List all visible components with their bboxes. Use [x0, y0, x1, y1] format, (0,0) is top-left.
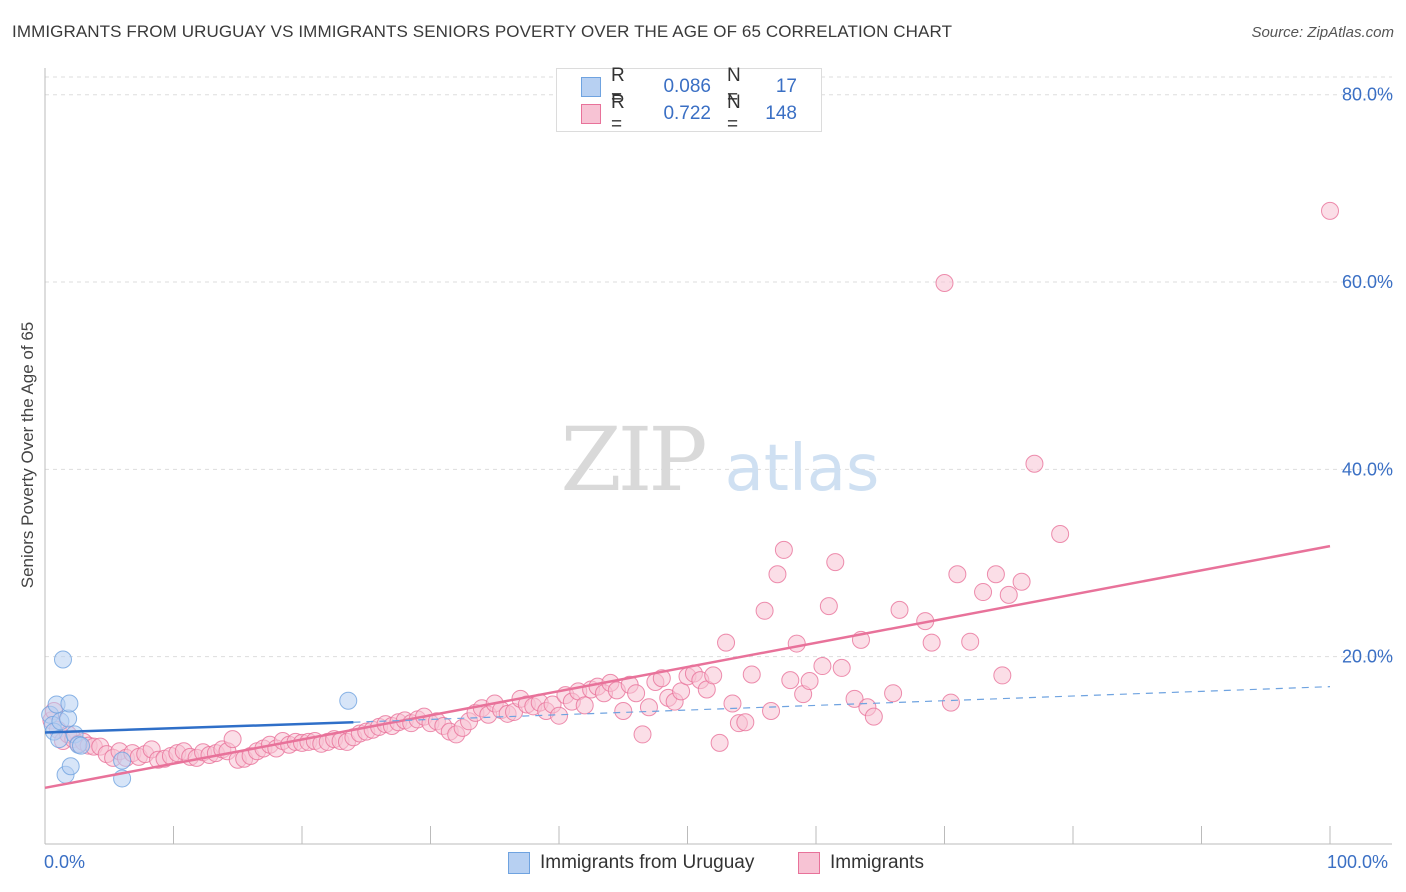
- immigrants-point: [639, 698, 658, 717]
- uruguay-trend-extension: [353, 686, 1331, 723]
- immigrants-point: [633, 725, 652, 744]
- bottom-legend-uruguay: Immigrants from Uruguay: [508, 852, 754, 874]
- legend-row-uruguay: R = 0.086 N = 17: [581, 65, 797, 108]
- immigrants-point: [1025, 454, 1044, 473]
- immigrants-point: [832, 658, 851, 677]
- legend-r-value: 0.086: [663, 76, 711, 97]
- legend-swatch-uruguay: [581, 77, 601, 97]
- immigrants-point: [762, 702, 781, 721]
- trend-lines: [44, 544, 1331, 790]
- uruguay-point: [60, 694, 79, 713]
- immigrants-point: [672, 682, 691, 701]
- watermark-zip: ZIP: [560, 408, 705, 511]
- bottom-legend-immigrants: Immigrants: [798, 852, 924, 874]
- uruguay-point: [53, 650, 72, 669]
- immigrants-point: [723, 694, 742, 713]
- legend-r-value: 0.722: [663, 103, 711, 124]
- legend-n-value: 17: [775, 76, 797, 97]
- immigrants-point: [986, 565, 1005, 584]
- uruguay-point: [339, 691, 358, 710]
- chart-title: IMMIGRANTS FROM URUGUAY VS IMMIGRANTS SE…: [12, 22, 953, 41]
- x-tick-label-min: 0.0%: [44, 852, 86, 872]
- immigrants-point: [774, 540, 793, 559]
- legend-n-label: N =: [727, 92, 741, 135]
- legend-r-label: R =: [611, 92, 625, 135]
- legend-row-immigrants: R = 0.722 N = 148: [581, 92, 797, 135]
- uruguay-trend-line: [44, 720, 354, 734]
- immigrants-point: [864, 707, 883, 726]
- source-label: Source: ZipAtlas.com: [1251, 24, 1394, 41]
- y-tick-label: 60.0%: [1342, 272, 1393, 292]
- immigrants-point: [781, 671, 800, 690]
- immigrants-point: [999, 585, 1018, 604]
- uruguay-point: [59, 709, 78, 728]
- immigrants-point: [223, 730, 242, 749]
- bottom-legend-label-uruguay: Immigrants from Uruguay: [540, 852, 755, 873]
- immigrants-point: [993, 666, 1012, 685]
- immigrants-point: [710, 733, 729, 752]
- immigrants-point: [768, 565, 787, 584]
- uruguay-point: [113, 751, 132, 770]
- immigrants-point: [575, 696, 594, 715]
- immigrants-point: [974, 583, 993, 602]
- immigrants-point: [704, 666, 723, 685]
- immigrants-point: [922, 633, 941, 652]
- immigrants-point: [845, 689, 864, 708]
- bottom-legend-label-immigrants: Immigrants: [830, 852, 924, 873]
- immigrants-point: [1051, 524, 1070, 543]
- immigrants-point: [961, 632, 980, 651]
- grid-lines: [45, 76, 1392, 658]
- immigrants-point: [550, 706, 568, 725]
- immigrants-point: [742, 665, 761, 684]
- immigrants-point: [826, 553, 845, 572]
- immigrants-point: [652, 669, 671, 688]
- bottom-legend-swatch-immigrants: [798, 852, 820, 874]
- immigrants-trend-line: [44, 544, 1331, 790]
- immigrants-point: [800, 672, 819, 691]
- immigrants-point: [787, 634, 806, 653]
- legend-n-value: 148: [765, 103, 797, 124]
- uruguay-point: [71, 736, 90, 755]
- uruguay-point: [61, 757, 80, 776]
- immigrants-point: [614, 702, 633, 721]
- immigrants-point: [755, 601, 774, 620]
- legend-n-label: N =: [727, 65, 741, 108]
- immigrants-point: [935, 273, 954, 292]
- watermark: ZIP atlas: [560, 408, 879, 511]
- immigrants-point: [941, 693, 960, 712]
- immigrants-point: [1321, 201, 1339, 220]
- immigrants-point: [884, 684, 903, 703]
- y-tick-label: 80.0%: [1342, 85, 1393, 105]
- immigrants-point: [819, 597, 838, 616]
- legend-r-label: R =: [611, 65, 625, 108]
- watermark-atlas: atlas: [725, 432, 880, 506]
- immigrants-point: [717, 633, 736, 652]
- legend-swatch-immigrants: [581, 104, 601, 124]
- immigrants-point: [948, 565, 967, 584]
- axes: [44, 68, 1392, 845]
- bottom-legend-swatch-uruguay: [508, 852, 530, 874]
- immigrants-point: [1012, 572, 1031, 591]
- stats-legend: R = 0.086 N = 17 R = 0.722 N = 148: [556, 65, 822, 135]
- y-tick-label: 40.0%: [1342, 459, 1393, 479]
- immigrants-point: [813, 657, 832, 676]
- immigrants-point: [736, 713, 755, 732]
- immigrants-point: [890, 600, 909, 619]
- x-tick-label-max: 100.0%: [1327, 852, 1389, 872]
- y-tick-label: 20.0%: [1342, 647, 1393, 667]
- immigrants-point: [627, 684, 646, 703]
- y-tick-labels: 20.0% 40.0% 60.0% 80.0%: [1342, 85, 1393, 667]
